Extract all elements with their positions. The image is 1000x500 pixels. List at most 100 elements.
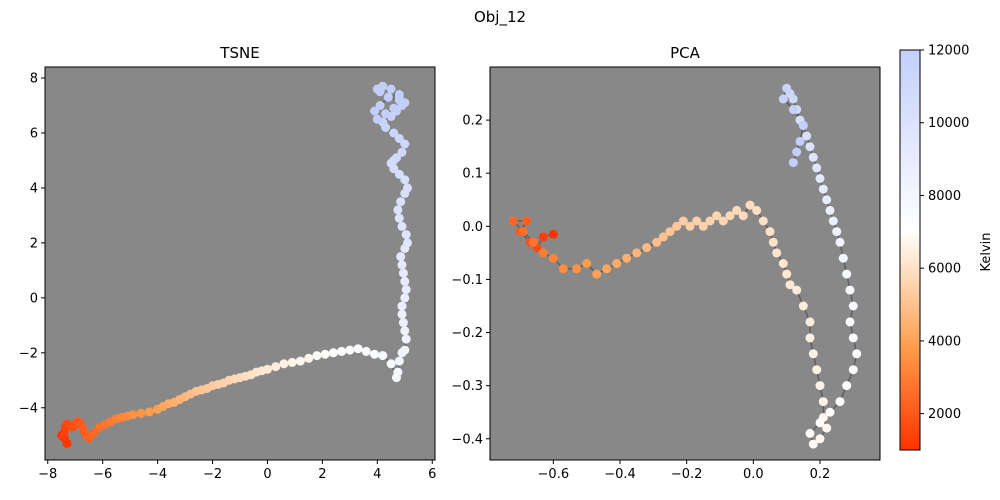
tsne-data-point (400, 175, 410, 185)
pca-data-point (825, 205, 835, 215)
pca-data-point (832, 227, 842, 237)
pca-data-point (792, 147, 802, 157)
pca-axes: PCA −0.6 −0.4 −0.2 0.0 0.2 −0.4 −0.3 −0.2 −0.1 0.… (451, 44, 881, 482)
tsne-data-point (396, 252, 406, 262)
pca-x-tick-label: −0.2 (671, 467, 703, 482)
pca-data-point (558, 264, 568, 274)
pca-data-point (705, 216, 715, 226)
pca-data-point (548, 229, 558, 239)
tsne-data-point (372, 114, 382, 124)
pca-data-point (508, 216, 518, 226)
pca-data-point (845, 317, 855, 327)
tsne-data-point (403, 238, 412, 248)
tsne-data-point (279, 359, 289, 369)
pca-data-point (835, 397, 845, 407)
pca-y-tick-label: −0.2 (451, 326, 483, 341)
pca-data-point (778, 94, 788, 104)
pca-data-point (812, 163, 822, 173)
pca-y-tick-label: −0.4 (451, 432, 483, 447)
colorbar-tick-label: 10000 (928, 116, 969, 131)
pca-data-point (815, 174, 825, 183)
tsne-data-point (383, 92, 393, 102)
pca-data-point (848, 365, 858, 375)
tsne-axes: TSNE −8 −6 −4 −2 0 2 4 6 −4 −2 0 2 4 6 8 (19, 44, 437, 482)
tsne-data-point (378, 351, 388, 361)
tsne-data-point (400, 293, 410, 303)
pca-x-tick-label: −0.4 (604, 467, 636, 482)
pca-data-point (848, 301, 858, 311)
pca-data-point (698, 221, 708, 231)
tsne-data-point (381, 109, 391, 119)
tsne-data-point (337, 346, 347, 356)
tsne-data-point (378, 81, 388, 91)
tsne-data-point (400, 98, 410, 108)
colorbar-gradient (899, 49, 921, 451)
tsne-data-point (397, 301, 407, 311)
tsne-x-tick-label: 4 (373, 467, 381, 482)
tsne-data-point (389, 128, 399, 138)
pca-y-tick-label: −0.1 (451, 273, 483, 288)
pca-data-point (732, 205, 742, 215)
tsne-data-point (370, 106, 380, 116)
tsne-data-point (397, 147, 407, 157)
pca-data-point (825, 407, 835, 417)
pca-data-point (828, 216, 838, 226)
tsne-data-point (397, 221, 407, 231)
pca-data-point (672, 221, 682, 231)
tsne-data-point (295, 356, 305, 366)
tsne-data-point (386, 84, 396, 94)
colorbar: 2000 4000 6000 8000 10000 12000 Kelvin (899, 44, 994, 451)
tsne-y-tick-label: 2 (30, 236, 38, 251)
pca-data-point (805, 317, 815, 327)
pca-data-point (582, 259, 592, 268)
pca-data-point (758, 216, 768, 226)
pca-data-point (838, 253, 848, 263)
tsne-data-point (353, 344, 363, 354)
pca-y-tick-label: 0.2 (462, 114, 483, 129)
pca-data-point (805, 142, 815, 152)
pca-data-point (685, 221, 695, 231)
pca-axes-frame (489, 66, 881, 461)
tsne-data-point (144, 407, 154, 417)
tsne-plot-area (45, 67, 435, 460)
tsne-data-point (59, 428, 69, 437)
colorbar-tick-label: 4000 (928, 334, 961, 349)
pca-data-point (852, 349, 862, 359)
tsne-data-point (370, 349, 380, 359)
tsne-data-point (394, 169, 404, 179)
pca-data-point (805, 333, 815, 343)
pca-data-point (822, 195, 832, 205)
pca-data-point (718, 216, 728, 226)
figure-title: Obj_12 (474, 8, 526, 27)
tsne-data-point (401, 230, 411, 240)
pca-data-point (815, 381, 825, 391)
tsne-y-tick-label: 0 (30, 291, 38, 306)
pca-data-point (692, 216, 702, 226)
pca-y-tick-label: −0.3 (451, 379, 483, 394)
pca-data-point (845, 285, 855, 295)
pca-data-point (782, 83, 792, 93)
pca-data-point (632, 248, 642, 258)
colorbar-tick-label: 6000 (928, 262, 961, 277)
pca-data-point (712, 211, 722, 221)
tsne-data-point (401, 285, 411, 295)
pca-data-point (792, 285, 802, 295)
pca-data-point (538, 232, 548, 242)
pca-plot-area (490, 67, 880, 460)
tsne-data-point (394, 356, 404, 366)
tsne-data-point (398, 268, 408, 278)
pca-data-point (725, 211, 735, 221)
tsne-data-point (136, 408, 146, 418)
pca-data-point (592, 269, 602, 279)
tsne-data-point (400, 345, 410, 355)
tsne-y-tick-label: 6 (30, 126, 38, 141)
pca-data-point (538, 248, 548, 258)
tsne-y-tick-label: 4 (30, 181, 38, 196)
pca-data-point (808, 439, 818, 449)
tsne-data-point (394, 134, 404, 143)
tsne-data-point (375, 101, 385, 110)
tsne-y-tick-label: −2 (19, 346, 38, 361)
tsne-data-point (328, 348, 338, 358)
pca-data-point (738, 211, 748, 221)
